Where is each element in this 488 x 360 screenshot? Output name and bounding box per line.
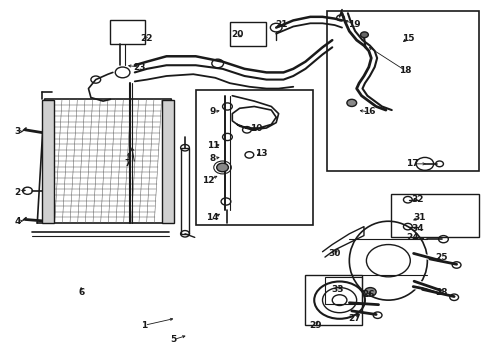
Bar [305, 275, 361, 325]
Circle shape [216, 163, 228, 172]
Text: 22: 22 [141, 34, 153, 43]
Text: 31: 31 [413, 213, 426, 222]
Text: 18: 18 [398, 66, 411, 75]
Bar [325, 277, 361, 304]
Text: 29: 29 [308, 321, 321, 330]
Bar [390, 194, 478, 237]
Text: 12: 12 [201, 176, 214, 185]
Bar [42, 100, 54, 223]
Text: 8: 8 [209, 154, 216, 163]
Text: 33: 33 [330, 285, 343, 294]
Text: 20: 20 [230, 30, 243, 39]
Text: 2: 2 [15, 188, 21, 197]
Bar [161, 100, 173, 223]
Text: 5: 5 [170, 335, 177, 344]
Circle shape [360, 32, 367, 38]
Text: 1: 1 [141, 321, 147, 330]
Text: 17: 17 [406, 159, 418, 168]
Text: 21: 21 [274, 19, 287, 28]
Text: 4: 4 [15, 217, 21, 226]
Bar [195, 90, 312, 225]
Bar [180, 148, 189, 234]
Bar [229, 22, 266, 45]
Text: 15: 15 [401, 34, 413, 43]
Text: 3: 3 [15, 127, 21, 136]
Text: 25: 25 [435, 253, 447, 262]
Text: 32: 32 [410, 195, 423, 204]
Text: 24: 24 [406, 233, 418, 242]
Text: 27: 27 [347, 314, 360, 323]
Text: 11: 11 [206, 141, 219, 150]
Text: 34: 34 [410, 224, 423, 233]
Text: 10: 10 [250, 123, 263, 132]
Circle shape [346, 99, 356, 107]
Text: 6: 6 [78, 288, 84, 297]
Bar [327, 12, 478, 171]
Text: 7: 7 [124, 159, 130, 168]
Text: 30: 30 [328, 249, 340, 258]
Text: 26: 26 [362, 290, 374, 299]
Text: 16: 16 [362, 107, 374, 116]
Circle shape [364, 288, 375, 296]
Text: 13: 13 [255, 149, 267, 158]
Text: 14: 14 [206, 213, 219, 222]
Text: 9: 9 [209, 107, 216, 116]
Text: 19: 19 [347, 19, 360, 28]
Bar [110, 21, 144, 44]
Text: 23: 23 [133, 63, 145, 72]
Text: 28: 28 [435, 288, 447, 297]
